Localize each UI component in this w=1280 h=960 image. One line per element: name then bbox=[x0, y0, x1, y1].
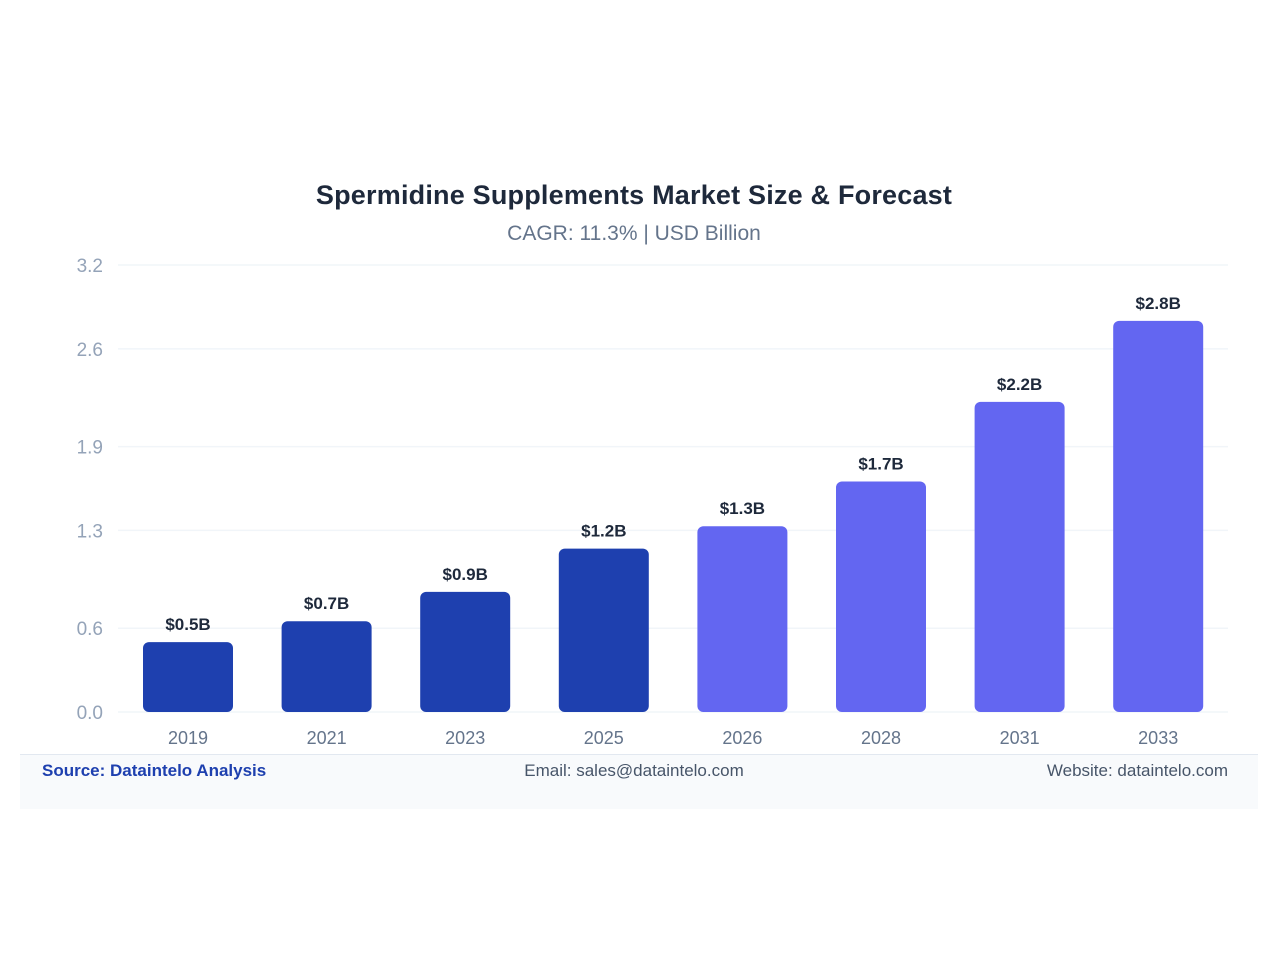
x-tick-label: 2025 bbox=[584, 728, 624, 748]
x-tick-label: 2026 bbox=[722, 728, 762, 748]
x-tick-label: 2033 bbox=[1138, 728, 1178, 748]
bar bbox=[420, 591, 511, 712]
bar bbox=[558, 548, 649, 712]
y-axis-ticks: 0.0 0.6 1.3 1.9 2.6 3.2 bbox=[77, 256, 103, 724]
x-tick-label: 2028 bbox=[861, 728, 901, 748]
y-tick-label: 0.0 bbox=[77, 703, 103, 724]
data-label: $0.5B bbox=[165, 615, 210, 634]
data-labels: $0.5B $0.7B $0.9B $1.2B $1.3B $1.7B $2.2B $2.8B bbox=[165, 294, 1181, 634]
footer-email: Email: sales@dataintelo.com bbox=[524, 761, 744, 780]
footer-source: Source: Dataintelo Analysis bbox=[42, 761, 267, 780]
data-label: $0.7B bbox=[304, 594, 349, 613]
y-tick-label: 2.6 bbox=[77, 340, 103, 361]
footer-bar: Source: Dataintelo Analysis Email: sales… bbox=[20, 754, 1258, 809]
footer-website: Website: dataintelo.com bbox=[1046, 761, 1228, 780]
x-tick-label: 2021 bbox=[307, 728, 347, 748]
x-tick-label: 2019 bbox=[168, 728, 208, 748]
y-tick-label: 3.2 bbox=[77, 256, 103, 277]
chart-title: Spermidine Supplements Market Size & For… bbox=[315, 180, 953, 210]
x-tick-label: 2023 bbox=[445, 728, 485, 748]
bar bbox=[836, 481, 926, 712]
data-label: $1.2B bbox=[581, 522, 626, 541]
chart-subtitle: CAGR: 11.3% | USD Billion bbox=[507, 222, 761, 245]
x-tick-label: 2031 bbox=[1000, 728, 1040, 748]
data-label: $2.2B bbox=[997, 375, 1042, 394]
bar bbox=[143, 642, 233, 712]
data-label: $1.3B bbox=[720, 499, 765, 518]
bar bbox=[281, 621, 372, 712]
y-tick-label: 1.3 bbox=[77, 521, 103, 542]
data-label: $2.8B bbox=[1136, 294, 1181, 313]
bar bbox=[697, 526, 788, 712]
y-tick-label: 1.9 bbox=[77, 438, 103, 459]
bars bbox=[143, 320, 1204, 712]
data-label: $1.7B bbox=[858, 455, 903, 474]
data-label: $0.9B bbox=[443, 565, 488, 584]
bar bbox=[974, 401, 1065, 712]
bar bbox=[1113, 320, 1204, 712]
x-axis-ticks: 2019 2021 2023 2025 2026 2028 2031 2033 bbox=[168, 728, 1178, 748]
y-tick-label: 0.6 bbox=[77, 619, 103, 640]
